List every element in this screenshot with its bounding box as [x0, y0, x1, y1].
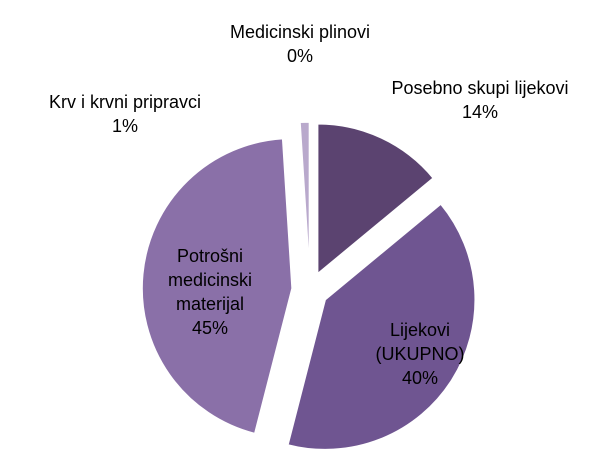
category-name: Posebno skupi lijekovi	[391, 78, 569, 98]
slice-label: Potrošni medicinski materijal 45%	[145, 244, 275, 340]
pie-slice	[299, 121, 311, 273]
slice-label: Krv i krvni pripravci 1%	[5, 90, 245, 138]
slice-label: Medicinski plinovi 0%	[180, 20, 420, 68]
pie-slice	[286, 202, 476, 451]
pie-slice	[316, 122, 435, 276]
pie-slice	[141, 137, 293, 435]
percent-label: 40%	[401, 368, 439, 388]
slice-label: Lijekovi (UKUPNO) 40%	[365, 318, 475, 390]
slice-label: Posebno skupi lijekovi 14%	[350, 76, 607, 124]
percent-label: 1%	[111, 116, 138, 136]
category-name: Potrošni medicinski materijal	[167, 246, 253, 314]
category-name: Medicinski plinovi	[229, 22, 371, 42]
category-name: Krv i krvni pripravci	[48, 92, 202, 112]
category-name: Lijekovi (UKUPNO)	[375, 320, 465, 364]
percent-label: 14%	[461, 102, 499, 122]
percent-label: 45%	[191, 318, 229, 338]
percent-label: 0%	[286, 46, 313, 66]
